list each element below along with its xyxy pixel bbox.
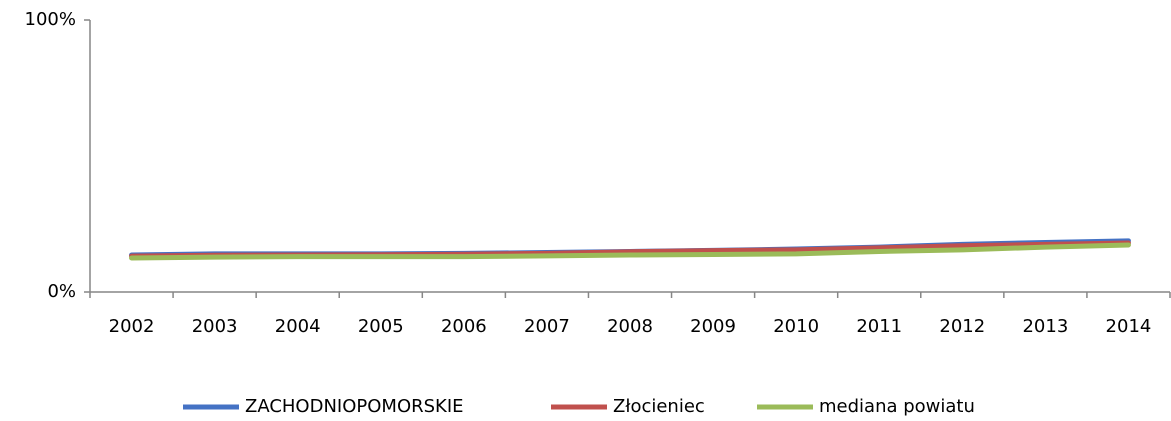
x-tick-label: 2006 — [441, 316, 487, 337]
y-tick-label: 0% — [47, 281, 76, 302]
x-tick-label: 2002 — [109, 316, 155, 337]
x-tick-label: 2003 — [192, 316, 238, 337]
x-tick-label: 2010 — [773, 316, 819, 337]
x-tick-label: 2013 — [1022, 316, 1068, 337]
y-tick-label: 100% — [25, 9, 76, 30]
x-tick-label: 2009 — [690, 316, 736, 337]
legend-label: ZACHODNIOPOMORSKIE — [245, 396, 464, 417]
x-tick-label: 2011 — [856, 316, 902, 337]
legend-label: Złocieniec — [613, 396, 705, 417]
x-tick-label: 2014 — [1106, 316, 1152, 337]
series-line — [129, 242, 1131, 261]
legend-label: mediana powiatu — [819, 396, 975, 417]
x-tick-label: 2007 — [524, 316, 570, 337]
x-tick-label: 2005 — [358, 316, 404, 337]
x-tick-label: 2008 — [607, 316, 653, 337]
x-tick-label: 2012 — [939, 316, 985, 337]
x-tick-label: 2004 — [275, 316, 321, 337]
